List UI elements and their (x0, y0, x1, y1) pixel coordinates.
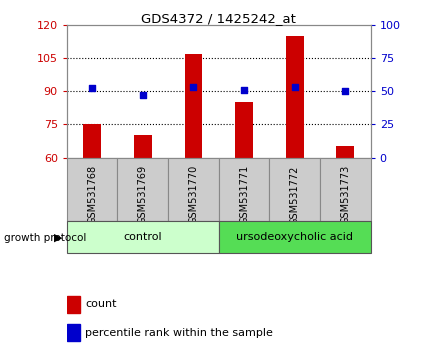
Bar (336, 147, 353, 158)
Text: GSM531768: GSM531768 (87, 165, 97, 224)
Bar (184, 53, 202, 158)
Point (291, 84, 298, 90)
Text: growth protocol: growth protocol (4, 233, 86, 243)
Bar (168, 158, 218, 221)
Text: GSM531769: GSM531769 (138, 165, 147, 224)
Point (341, 88, 348, 94)
Bar (67, 296, 80, 313)
Text: GSM531771: GSM531771 (239, 165, 249, 224)
Text: ▶: ▶ (54, 233, 62, 243)
Text: GSM531773: GSM531773 (340, 165, 350, 224)
Text: GSM531772: GSM531772 (289, 165, 299, 224)
Point (240, 87, 247, 93)
Text: GDS4372 / 1425242_at: GDS4372 / 1425242_at (141, 12, 295, 25)
Bar (83, 124, 101, 158)
Bar (67, 324, 80, 341)
Bar (235, 102, 252, 158)
Point (139, 92, 146, 98)
Text: control: control (123, 232, 162, 242)
Bar (285, 36, 303, 158)
Text: ursodeoxycholic acid: ursodeoxycholic acid (236, 232, 352, 242)
Bar (218, 158, 269, 221)
Bar (134, 135, 151, 158)
Bar (218, 221, 370, 253)
Bar (67, 221, 218, 253)
Bar (269, 158, 319, 221)
Point (89, 86, 95, 91)
Text: count: count (85, 299, 116, 309)
Point (190, 84, 197, 90)
Text: percentile rank within the sample: percentile rank within the sample (85, 328, 272, 338)
Text: GSM531770: GSM531770 (188, 165, 198, 224)
Bar (117, 158, 168, 221)
Bar (319, 158, 370, 221)
Bar (67, 158, 117, 221)
